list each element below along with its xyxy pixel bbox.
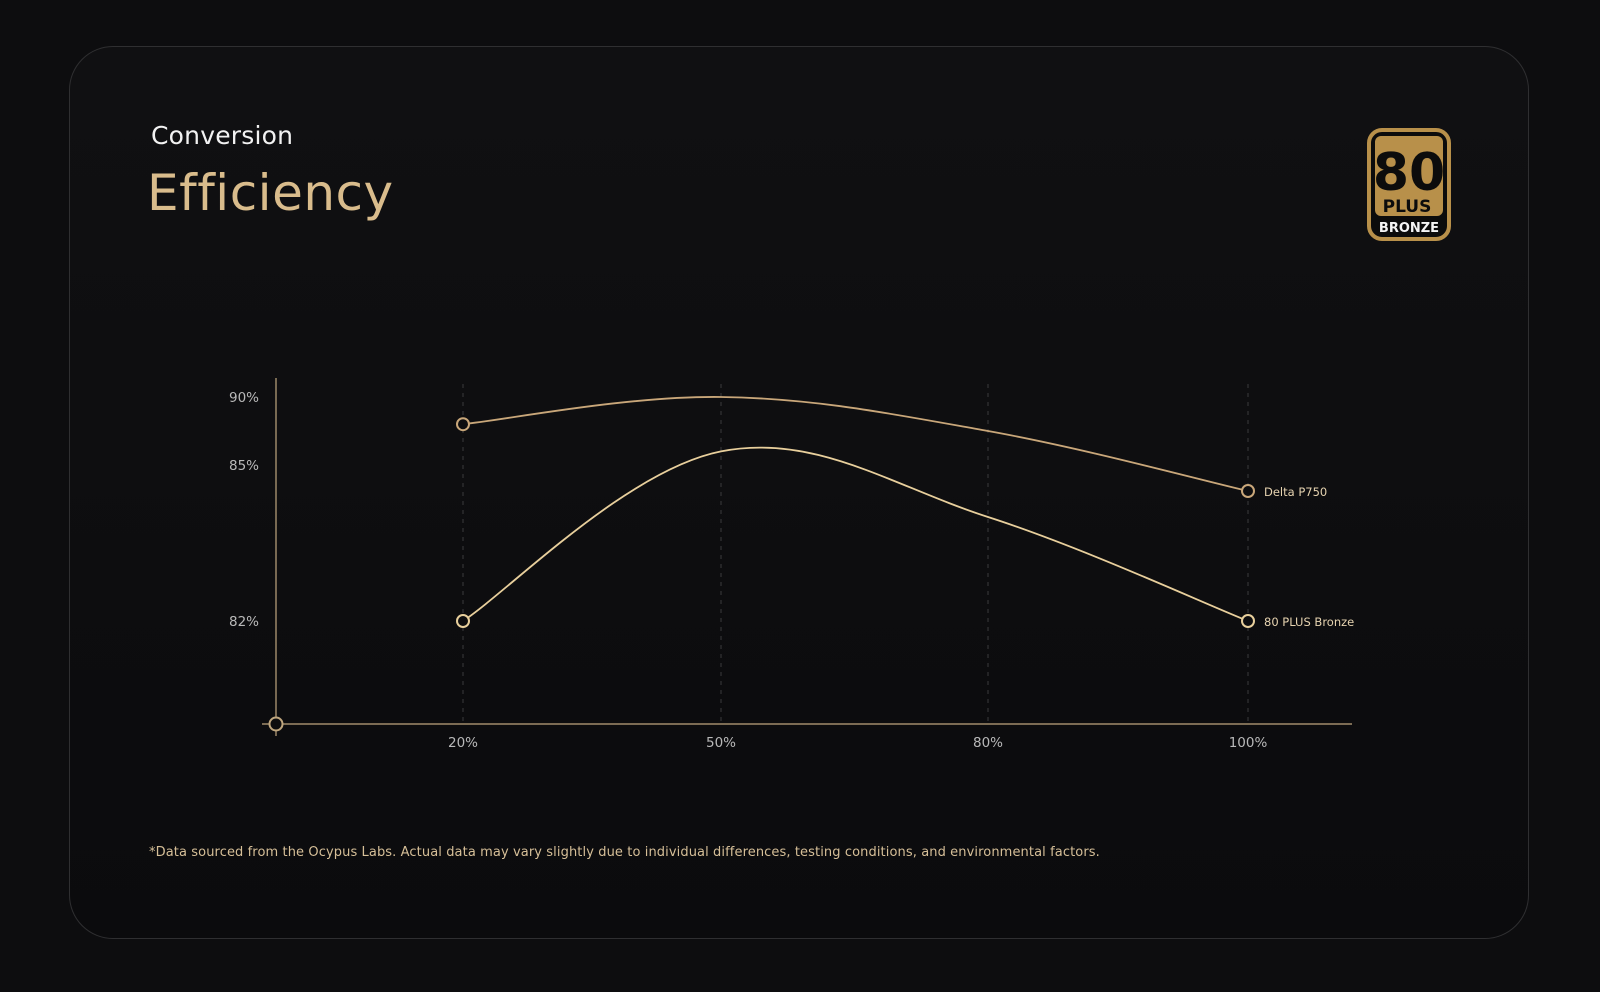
page-title: Efficiency bbox=[147, 164, 394, 222]
y-tick-label: 90% bbox=[229, 390, 259, 406]
y-tick-label: 85% bbox=[229, 458, 259, 474]
data-point-delta-p750 bbox=[1241, 484, 1255, 498]
x-tick-label: 100% bbox=[1229, 735, 1268, 751]
badge-plus: PLUS bbox=[1383, 197, 1432, 217]
data-point-delta-p750 bbox=[456, 417, 470, 432]
series-label-delta-p750: Delta P750 bbox=[1264, 485, 1327, 499]
80-plus-bronze-badge-icon: 80 PLUS BRONZE bbox=[1367, 128, 1451, 241]
badge-tier: BRONZE bbox=[1379, 221, 1439, 236]
y-tick-label: 82% bbox=[229, 614, 259, 630]
series-line-delta-p750 bbox=[462, 396, 1249, 492]
x-tick-label: 80% bbox=[973, 735, 1003, 751]
x-tick-label: 50% bbox=[706, 735, 736, 751]
efficiency-card bbox=[69, 46, 1529, 939]
data-point-80-plus-bronze bbox=[1241, 614, 1255, 628]
section-eyebrow: Conversion bbox=[151, 121, 294, 150]
badge-number: 80 bbox=[1373, 143, 1445, 203]
axis-origin-marker bbox=[268, 716, 284, 732]
x-tick-label: 20% bbox=[448, 735, 478, 751]
footnote: *Data sourced from the Ocypus Labs. Actu… bbox=[149, 845, 1100, 860]
series-line-80-plus-bronze bbox=[462, 446, 1249, 622]
data-point-80-plus-bronze bbox=[456, 614, 470, 628]
series-label-80-plus-bronze: 80 PLUS Bronze bbox=[1264, 615, 1354, 629]
